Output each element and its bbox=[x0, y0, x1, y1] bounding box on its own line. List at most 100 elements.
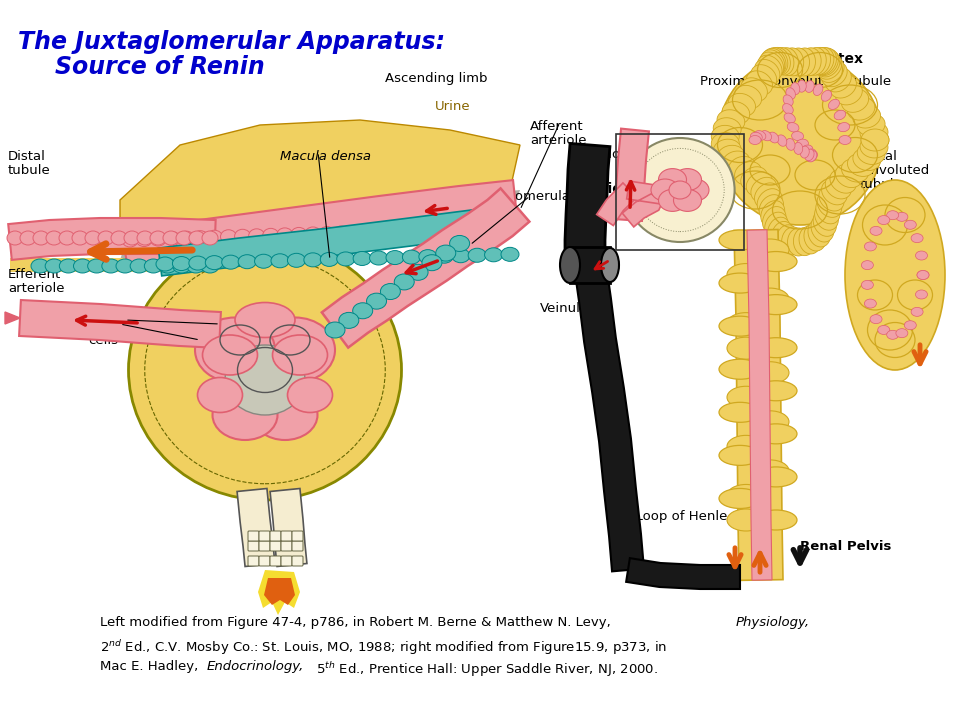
Ellipse shape bbox=[370, 251, 388, 265]
Ellipse shape bbox=[848, 154, 875, 176]
Polygon shape bbox=[322, 189, 529, 348]
Ellipse shape bbox=[418, 223, 434, 238]
Ellipse shape bbox=[765, 48, 788, 75]
Ellipse shape bbox=[819, 57, 844, 83]
Polygon shape bbox=[237, 488, 275, 567]
Ellipse shape bbox=[799, 48, 821, 76]
Polygon shape bbox=[570, 247, 610, 283]
Ellipse shape bbox=[817, 192, 842, 217]
Text: Efferent: Efferent bbox=[8, 268, 61, 281]
Ellipse shape bbox=[783, 95, 793, 106]
Ellipse shape bbox=[408, 264, 428, 280]
Ellipse shape bbox=[727, 436, 765, 457]
Text: Macula densa: Macula densa bbox=[280, 150, 371, 163]
Ellipse shape bbox=[273, 335, 327, 375]
Polygon shape bbox=[622, 181, 669, 227]
Ellipse shape bbox=[811, 215, 834, 242]
Ellipse shape bbox=[305, 227, 321, 241]
Ellipse shape bbox=[741, 167, 767, 190]
Ellipse shape bbox=[801, 146, 809, 158]
Ellipse shape bbox=[757, 55, 782, 81]
Polygon shape bbox=[574, 263, 644, 572]
Ellipse shape bbox=[625, 138, 734, 242]
Ellipse shape bbox=[131, 259, 148, 273]
Ellipse shape bbox=[749, 135, 761, 145]
Ellipse shape bbox=[674, 168, 702, 191]
Ellipse shape bbox=[452, 248, 469, 263]
Ellipse shape bbox=[857, 114, 885, 136]
Ellipse shape bbox=[727, 411, 765, 433]
Ellipse shape bbox=[380, 284, 400, 300]
Ellipse shape bbox=[751, 132, 762, 141]
Ellipse shape bbox=[361, 225, 377, 239]
Ellipse shape bbox=[804, 223, 827, 251]
Ellipse shape bbox=[781, 48, 804, 76]
Ellipse shape bbox=[722, 102, 750, 124]
Ellipse shape bbox=[816, 198, 840, 224]
Ellipse shape bbox=[325, 322, 345, 338]
Ellipse shape bbox=[287, 377, 332, 413]
Ellipse shape bbox=[432, 222, 447, 237]
Ellipse shape bbox=[751, 288, 789, 310]
Ellipse shape bbox=[719, 230, 761, 250]
Ellipse shape bbox=[734, 161, 761, 185]
Text: convoluted: convoluted bbox=[855, 164, 929, 177]
Ellipse shape bbox=[861, 280, 874, 289]
Ellipse shape bbox=[911, 234, 924, 243]
Ellipse shape bbox=[777, 48, 799, 76]
Ellipse shape bbox=[659, 168, 686, 191]
Ellipse shape bbox=[435, 249, 453, 264]
Ellipse shape bbox=[887, 330, 899, 339]
Ellipse shape bbox=[60, 259, 78, 273]
Ellipse shape bbox=[150, 231, 166, 245]
Text: The Juxtaglomerular Apparatus:: The Juxtaglomerular Apparatus: bbox=[18, 30, 445, 54]
Ellipse shape bbox=[352, 303, 372, 319]
Polygon shape bbox=[9, 218, 216, 260]
Ellipse shape bbox=[727, 386, 765, 408]
Polygon shape bbox=[264, 578, 295, 605]
Text: Endocrinology,: Endocrinology, bbox=[207, 660, 304, 673]
Ellipse shape bbox=[348, 225, 363, 240]
Ellipse shape bbox=[116, 259, 134, 273]
Ellipse shape bbox=[861, 129, 889, 151]
Ellipse shape bbox=[468, 248, 486, 262]
Ellipse shape bbox=[805, 81, 814, 92]
Ellipse shape bbox=[813, 84, 823, 96]
Ellipse shape bbox=[122, 233, 138, 247]
Ellipse shape bbox=[877, 325, 890, 335]
Ellipse shape bbox=[804, 149, 814, 161]
Ellipse shape bbox=[813, 210, 836, 236]
Ellipse shape bbox=[755, 467, 797, 487]
Ellipse shape bbox=[195, 318, 275, 382]
Ellipse shape bbox=[276, 228, 293, 242]
Ellipse shape bbox=[222, 255, 240, 269]
Ellipse shape bbox=[98, 231, 114, 245]
Ellipse shape bbox=[815, 49, 838, 76]
Ellipse shape bbox=[711, 125, 739, 148]
Ellipse shape bbox=[772, 222, 794, 249]
Ellipse shape bbox=[713, 139, 741, 161]
Ellipse shape bbox=[719, 316, 761, 336]
Text: Arteriole: Arteriole bbox=[568, 182, 637, 196]
Text: Source of Renin: Source of Renin bbox=[55, 55, 265, 79]
Text: $2^{nd}$ Ed., C.V. Mosby Co.: St. Louis, MO, 1988; right modified from Figure15.: $2^{nd}$ Ed., C.V. Mosby Co.: St. Louis,… bbox=[100, 638, 667, 657]
Ellipse shape bbox=[669, 181, 691, 199]
Ellipse shape bbox=[711, 132, 739, 155]
Ellipse shape bbox=[252, 390, 318, 440]
Ellipse shape bbox=[192, 230, 208, 245]
Ellipse shape bbox=[163, 231, 179, 245]
Polygon shape bbox=[614, 129, 649, 221]
Ellipse shape bbox=[111, 231, 127, 245]
Ellipse shape bbox=[601, 248, 619, 282]
Ellipse shape bbox=[819, 186, 844, 211]
FancyBboxPatch shape bbox=[270, 556, 281, 566]
Ellipse shape bbox=[804, 48, 827, 76]
Ellipse shape bbox=[777, 135, 787, 146]
Ellipse shape bbox=[887, 211, 899, 220]
Ellipse shape bbox=[826, 175, 852, 199]
Ellipse shape bbox=[852, 106, 880, 128]
Ellipse shape bbox=[719, 273, 761, 293]
Text: Urine Flow: Urine Flow bbox=[858, 332, 928, 345]
Text: Veinule: Veinule bbox=[540, 302, 589, 315]
Polygon shape bbox=[597, 183, 637, 225]
